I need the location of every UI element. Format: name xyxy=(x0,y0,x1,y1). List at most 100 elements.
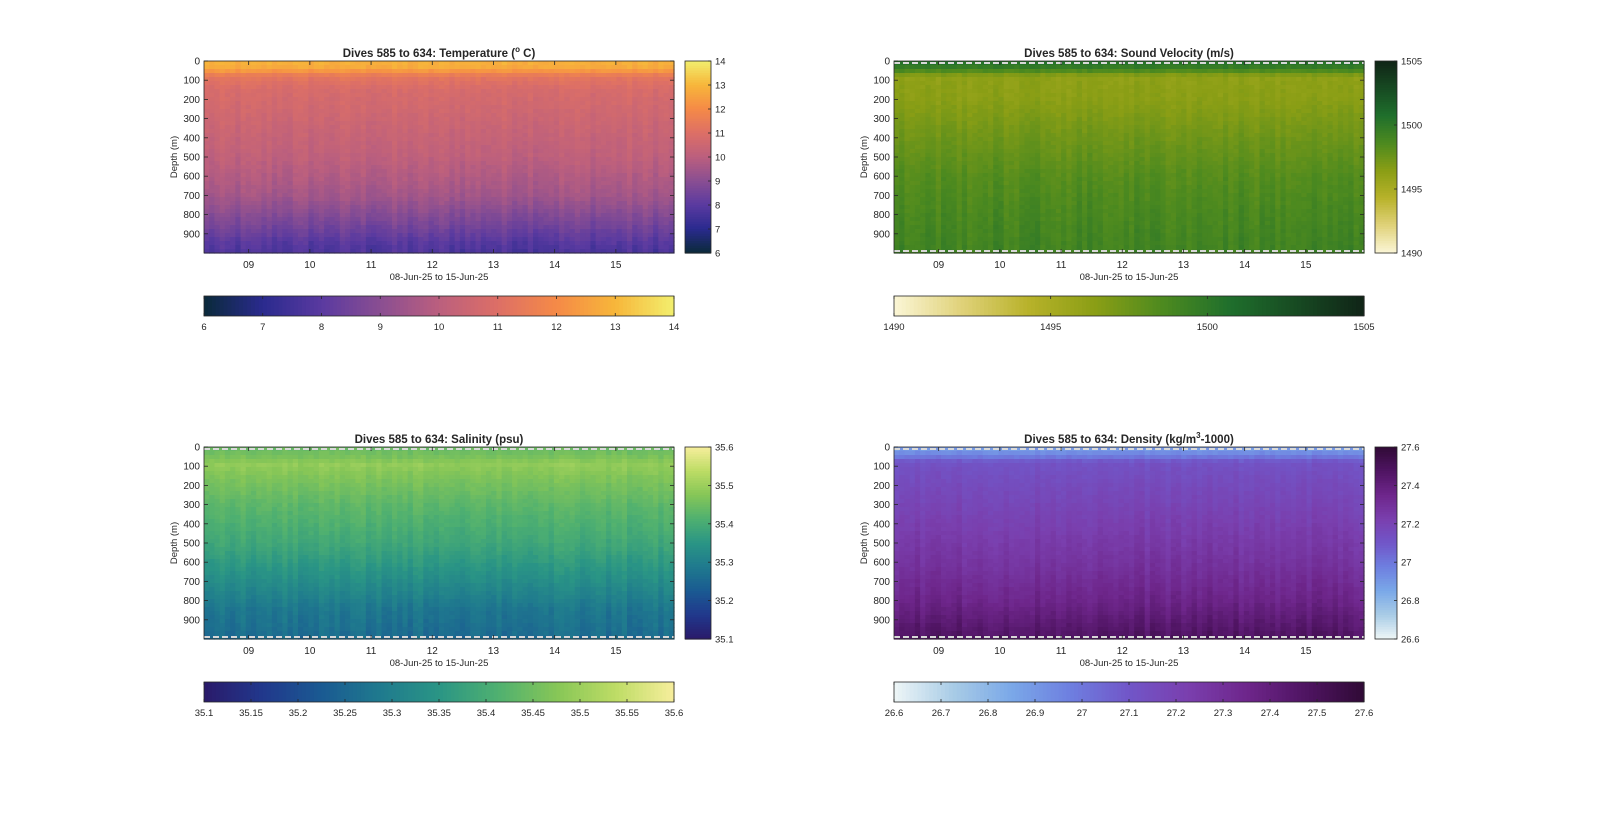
heatmap-cell xyxy=(491,117,498,122)
heatmap-cell xyxy=(506,177,513,182)
heatmap-cell xyxy=(334,117,341,122)
heatmap-cell xyxy=(480,65,487,70)
colorbar-segment xyxy=(560,296,565,316)
heatmap-cell xyxy=(627,205,633,210)
heatmap-cell xyxy=(365,129,372,134)
heatmap-cell xyxy=(595,73,602,78)
heatmap-cell xyxy=(538,133,545,138)
heatmap-cell xyxy=(324,109,330,114)
heatmap-cell xyxy=(371,61,377,66)
heatmap-cell xyxy=(637,233,644,238)
heatmap-cell xyxy=(914,229,921,234)
heatmap-cell xyxy=(658,249,665,254)
heatmap-cell xyxy=(423,157,430,162)
heatmap-cell xyxy=(506,173,513,178)
heatmap-cell xyxy=(621,69,628,74)
heatmap-cell xyxy=(329,69,336,74)
heatmap-cell xyxy=(219,173,226,178)
heatmap-cell xyxy=(486,221,492,226)
heatmap-cell xyxy=(214,209,221,214)
heatmap-cell xyxy=(543,221,550,226)
heatmap-cell xyxy=(235,105,242,110)
heatmap-cell xyxy=(235,241,242,246)
heatmap-cell xyxy=(433,225,440,230)
heatmap-cell xyxy=(402,185,409,190)
heatmap-cell xyxy=(486,73,492,78)
heatmap-cell xyxy=(308,233,315,238)
heatmap-cell xyxy=(914,85,921,90)
heatmap-cell xyxy=(569,109,576,114)
heatmap-cell xyxy=(621,153,628,158)
heatmap-cell xyxy=(397,157,404,162)
heatmap-cell xyxy=(909,205,916,210)
heatmap-cell xyxy=(647,145,654,150)
heatmap-cell xyxy=(501,249,508,254)
heatmap-cell xyxy=(402,237,409,242)
heatmap-cell xyxy=(627,249,633,254)
heatmap-cell xyxy=(318,61,325,66)
heatmap-cell xyxy=(480,233,487,238)
heatmap-cell xyxy=(642,125,649,130)
heatmap-cell xyxy=(224,197,231,202)
heatmap-cell xyxy=(224,193,231,198)
heatmap-cell xyxy=(637,97,644,102)
heatmap-cell xyxy=(899,197,906,202)
heatmap-cell xyxy=(230,229,236,234)
heatmap-cell xyxy=(224,113,231,118)
heatmap-cell xyxy=(224,221,231,226)
heatmap-cell xyxy=(538,177,545,182)
heatmap-cell xyxy=(522,73,529,78)
heatmap-cell xyxy=(318,193,325,198)
heatmap-cell xyxy=(501,133,508,138)
colorbar-segment xyxy=(658,296,663,316)
heatmap-cell xyxy=(287,157,294,162)
heatmap-cell xyxy=(632,225,639,230)
heatmap-cell xyxy=(303,173,310,178)
heatmap-cell xyxy=(606,101,612,106)
heatmap-cell xyxy=(627,193,633,198)
heatmap-cell xyxy=(548,105,555,110)
heatmap-cell xyxy=(909,169,916,174)
heatmap-cell xyxy=(360,201,367,206)
heatmap-cell xyxy=(282,245,289,250)
heatmap-cell xyxy=(621,173,628,178)
heatmap-cell xyxy=(512,229,518,234)
depth-tick-label: 500 xyxy=(183,153,200,164)
heatmap-cell xyxy=(402,161,409,166)
heatmap-cell xyxy=(407,237,414,242)
heatmap-cell xyxy=(611,69,618,74)
colorbar-segment xyxy=(419,296,424,316)
heatmap-cell xyxy=(392,205,398,210)
heatmap-cell xyxy=(324,85,330,90)
heatmap-cell xyxy=(214,125,221,130)
heatmap-cell xyxy=(904,237,911,242)
heatmap-cell xyxy=(621,77,628,82)
heatmap-cell xyxy=(209,161,216,166)
heatmap-cell xyxy=(230,245,236,250)
heatmap-cell xyxy=(621,169,628,174)
heatmap-cell xyxy=(459,97,466,102)
heatmap-cell xyxy=(251,237,257,242)
heatmap-cell xyxy=(287,153,294,158)
heatmap-cell xyxy=(600,121,607,126)
heatmap-cell xyxy=(637,237,644,242)
heatmap-cell xyxy=(459,113,466,118)
heatmap-cell xyxy=(360,133,367,138)
colorbar-segment xyxy=(685,207,711,211)
heatmap-cell xyxy=(501,69,508,74)
heatmap-cell xyxy=(428,161,435,166)
heatmap-cell xyxy=(621,113,628,118)
heatmap-cell xyxy=(334,241,341,246)
heatmap-cell xyxy=(632,161,639,166)
heatmap-cell xyxy=(506,117,513,122)
heatmap-cell xyxy=(647,117,654,122)
heatmap-cell xyxy=(496,89,503,94)
heatmap-cell xyxy=(668,125,675,130)
heatmap-cell xyxy=(418,229,424,234)
heatmap-cell xyxy=(501,169,508,174)
heatmap-cell xyxy=(266,77,273,82)
heatmap-cell xyxy=(668,213,675,218)
heatmap-cell xyxy=(538,225,545,230)
heatmap-cell xyxy=(251,85,257,90)
heatmap-cell xyxy=(407,225,414,230)
